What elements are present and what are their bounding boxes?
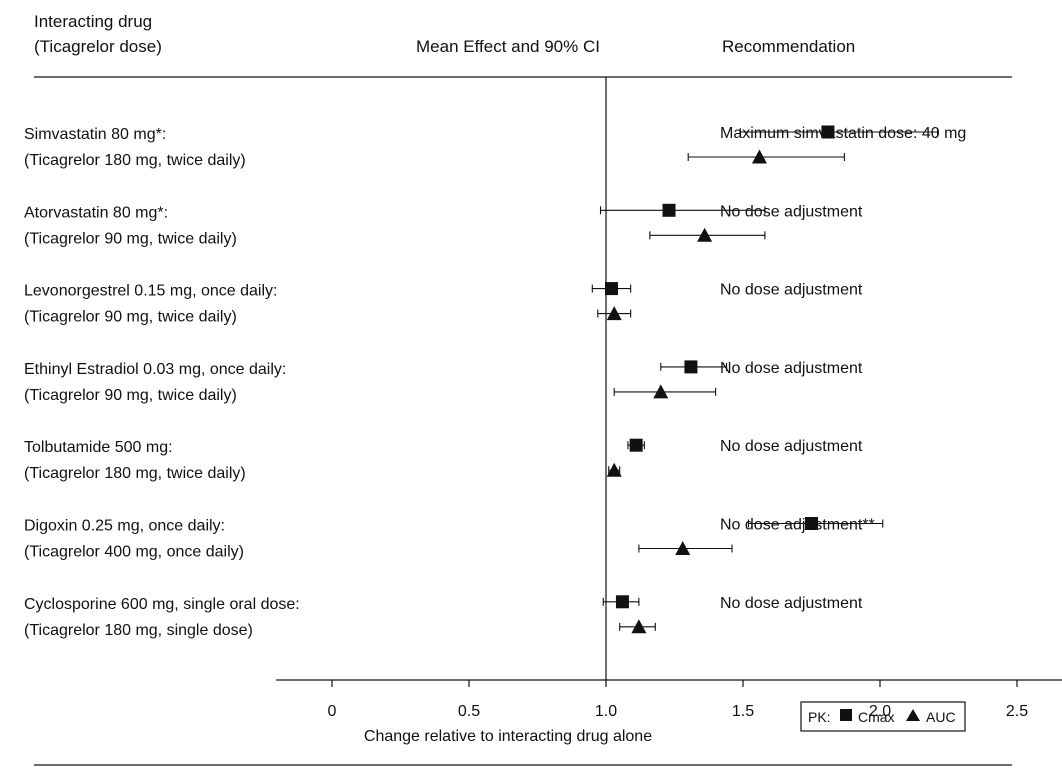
row-recommendation: No dose adjustment xyxy=(720,282,863,299)
auc-point xyxy=(606,306,622,321)
cmax-point xyxy=(604,282,618,296)
cmax-point xyxy=(615,595,629,609)
cmax-point xyxy=(821,125,835,139)
row-drug-label: Tolbutamide 500 mg: xyxy=(24,439,173,456)
legend-cmax-label: Cmax xyxy=(858,709,895,725)
header-mean-effect: Mean Effect and 90% CI xyxy=(416,37,600,56)
cmax-point xyxy=(629,438,643,452)
row-recommendation: Maximum simvastatin dose: 40 mg xyxy=(720,125,966,142)
header-drug-line1: Interacting drug xyxy=(34,12,152,31)
legend-auc-label: AUC xyxy=(926,709,956,725)
row-drug-label: Cyclosporine 600 mg, single oral dose: xyxy=(24,596,300,613)
row-drug-label: Digoxin 0.25 mg, once daily: xyxy=(24,518,225,535)
forest-row xyxy=(687,125,939,164)
row-dose-label: (Ticagrelor 90 mg, twice daily) xyxy=(24,230,237,247)
recommendations: Maximum simvastatin dose: 40 mg No dose a… xyxy=(720,125,966,612)
auc-point xyxy=(675,541,691,555)
auc-point xyxy=(697,227,713,242)
row-dose-label: (Ticagrelor 180 mg, single dose) xyxy=(24,622,253,639)
forest-row xyxy=(613,360,728,399)
legend: PK: Cmax AUC xyxy=(800,701,966,732)
x-axis: 0 0.5 1.0 1.5 2.0 2.5 xyxy=(276,679,1062,720)
row-dose-label: (Ticagrelor 180 mg, twice daily) xyxy=(24,465,246,482)
row-drug-label: Ethinyl Estradiol 0.03 mg, once daily: xyxy=(24,361,286,378)
row-drug-label: Simvastatin 80 mg*: xyxy=(24,126,166,143)
header-drug-line2: (Ticagrelor dose) xyxy=(34,37,162,56)
row-recommendation: No dose adjustment xyxy=(720,595,863,612)
x-tick-label: 1.0 xyxy=(595,703,617,720)
legend-square-icon xyxy=(840,709,852,721)
x-axis-title: Change relative to interacting drug alon… xyxy=(364,728,652,745)
row-drug-label: Levonorgestrel 0.15 mg, once daily: xyxy=(24,283,277,300)
legend-triangle-icon xyxy=(906,709,920,721)
row-drug-label: Atorvastatin 80 mg*: xyxy=(24,204,168,221)
legend-prefix: PK: xyxy=(808,709,831,725)
auc-point xyxy=(653,384,669,399)
row-dose-label: (Ticagrelor 90 mg, twice daily) xyxy=(24,387,237,404)
row-dose-label: (Ticagrelor 180 mg, twice daily) xyxy=(24,152,246,169)
row-dose-label: (Ticagrelor 400 mg, once daily) xyxy=(24,544,244,561)
forest-row xyxy=(606,438,645,477)
x-tick-label: 2.0 xyxy=(869,703,891,720)
forest-row xyxy=(638,517,884,555)
auc-point xyxy=(606,462,622,477)
cmax-point xyxy=(805,517,818,530)
x-tick-label: 0 xyxy=(328,703,337,720)
forest-row xyxy=(599,203,766,242)
forest-row xyxy=(591,282,632,321)
cmax-point xyxy=(662,203,676,217)
x-tick-label: 2.5 xyxy=(1006,703,1028,720)
x-tick-label: 1.5 xyxy=(732,703,754,720)
plot-marks xyxy=(591,125,939,634)
row-recommendation: No dose adjustment xyxy=(720,203,863,220)
row-labels: Simvastatin 80 mg*: (Ticagrelor 180 mg, t… xyxy=(24,126,300,639)
header: Interacting drug (Ticagrelor dose) Mean … xyxy=(34,12,855,56)
x-tick-label: 0.5 xyxy=(458,703,480,720)
cmax-point xyxy=(684,360,698,374)
row-dose-label: (Ticagrelor 90 mg, twice daily) xyxy=(24,309,237,326)
auc-point xyxy=(751,149,767,164)
forest-row xyxy=(602,595,656,634)
row-recommendation: No dose adjustment** xyxy=(720,517,875,534)
auc-point xyxy=(631,619,647,634)
legend-box xyxy=(800,701,966,732)
row-recommendation: No dose adjustment xyxy=(720,360,863,377)
header-recommendation: Recommendation xyxy=(722,37,855,56)
row-recommendation: No dose adjustment xyxy=(720,438,863,455)
